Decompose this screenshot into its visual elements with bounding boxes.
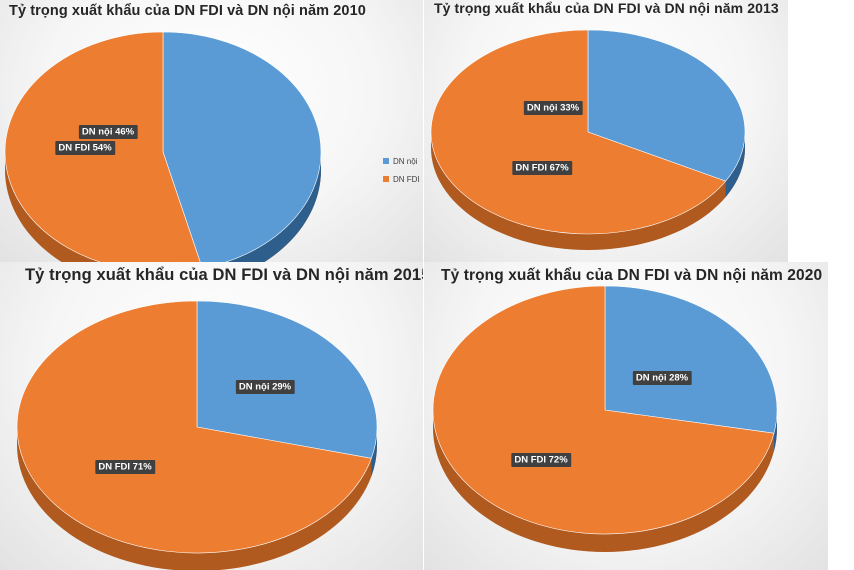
chart-panel-2010: DN nội 46% DN FDI 54% Tỷ trọng xuất khẩu … bbox=[0, 0, 423, 262]
legend-label-dn-noi: DN nội bbox=[393, 156, 418, 166]
data-label-dn-fdi-2010: DN FDI 54% bbox=[58, 143, 112, 154]
pie-slice-dn-fdi-2013 bbox=[430, 29, 727, 235]
chart-title-2013: Tỷ trọng xuất khẩu của DN FDI và DN nội … bbox=[434, 0, 779, 16]
legend-item-dn-fdi: DN FDI bbox=[383, 170, 420, 188]
data-label-box-dn-fdi-2020 bbox=[511, 453, 572, 468]
pie-side-dn-noi-2015 bbox=[371, 427, 377, 477]
pie-side-dn-noi-2010 bbox=[225, 152, 321, 262]
chart-panel-2015: DN nội 29% DN FDI 71% Tỷ trọng xuất khẩu … bbox=[0, 262, 423, 570]
pie-chart-2020: DN nội 28% DN FDI 72% bbox=[432, 285, 778, 552]
legend-swatch-dn-noi bbox=[383, 158, 389, 164]
pie-slice-dn-n-i-2013 bbox=[587, 29, 746, 182]
data-label-dn-fdi-2020: DN FDI 72% bbox=[514, 455, 568, 466]
legend-swatch-dn-fdi bbox=[383, 176, 389, 182]
data-label-dn-n-i-2020: DN nội 28% bbox=[636, 373, 689, 384]
data-label-box-dn-fdi-2010 bbox=[55, 141, 116, 156]
legend-item-dn-noi: DN nội bbox=[383, 152, 420, 170]
pie-slice-dn-n-i-2010 bbox=[162, 31, 322, 262]
data-label-dn-fdi-2015: DN FDI 71% bbox=[98, 462, 152, 473]
chart-legend: DN nội DN FDI bbox=[383, 152, 420, 188]
chart-panel-2013: DN nội 33% DN FDI 67% Tỷ trọng xuất khẩu … bbox=[424, 0, 788, 262]
chart-title-2015: Tỷ trọng xuất khẩu của DN FDI và DN nội … bbox=[25, 266, 423, 284]
data-label-dn-fdi-2013: DN FDI 67% bbox=[515, 163, 569, 174]
data-label-dn-n-i-2010: DN nội 46% bbox=[82, 127, 135, 138]
pie-slice-dn-fdi-2020 bbox=[432, 285, 775, 535]
data-label-box-dn-n-i-2020 bbox=[632, 371, 692, 386]
chart-title-2010: Tỷ trọng xuất khẩu của DN FDI và DN nội … bbox=[9, 3, 366, 19]
pie-slice-dn-n-i-2020 bbox=[604, 285, 778, 434]
legend-label-dn-fdi: DN FDI bbox=[393, 174, 420, 184]
chart-panel-2020: DN nội 28% DN FDI 72% Tỷ trọng xuất khẩu … bbox=[424, 262, 828, 570]
data-label-dn-n-i-2013: DN nội 33% bbox=[527, 103, 580, 114]
data-label-box-dn-n-i-2015 bbox=[235, 380, 295, 395]
data-label-box-dn-n-i-2010 bbox=[78, 125, 138, 140]
pie-chart-2010: DN nội 46% DN FDI 54% bbox=[4, 31, 322, 262]
pie-chart-2013: DN nội 33% DN FDI 67% bbox=[430, 29, 746, 250]
data-label-box-dn-n-i-2013 bbox=[523, 101, 583, 116]
pie-side-dn-noi-2020 bbox=[773, 410, 777, 452]
chart-title-2020: Tỷ trọng xuất khẩu của DN FDI và DN nội … bbox=[441, 267, 823, 284]
data-label-dn-n-i-2015: DN nội 29% bbox=[239, 382, 292, 393]
data-label-box-dn-fdi-2015 bbox=[95, 460, 156, 475]
pie-slice-dn-fdi-2015 bbox=[16, 300, 372, 554]
data-label-box-dn-fdi-2013 bbox=[512, 161, 573, 176]
pie-side-dn-noi-2013 bbox=[725, 132, 745, 198]
pie-chart-2015: DN nội 29% DN FDI 71% bbox=[16, 300, 378, 570]
pie-slice-dn-n-i-2015 bbox=[196, 300, 378, 459]
